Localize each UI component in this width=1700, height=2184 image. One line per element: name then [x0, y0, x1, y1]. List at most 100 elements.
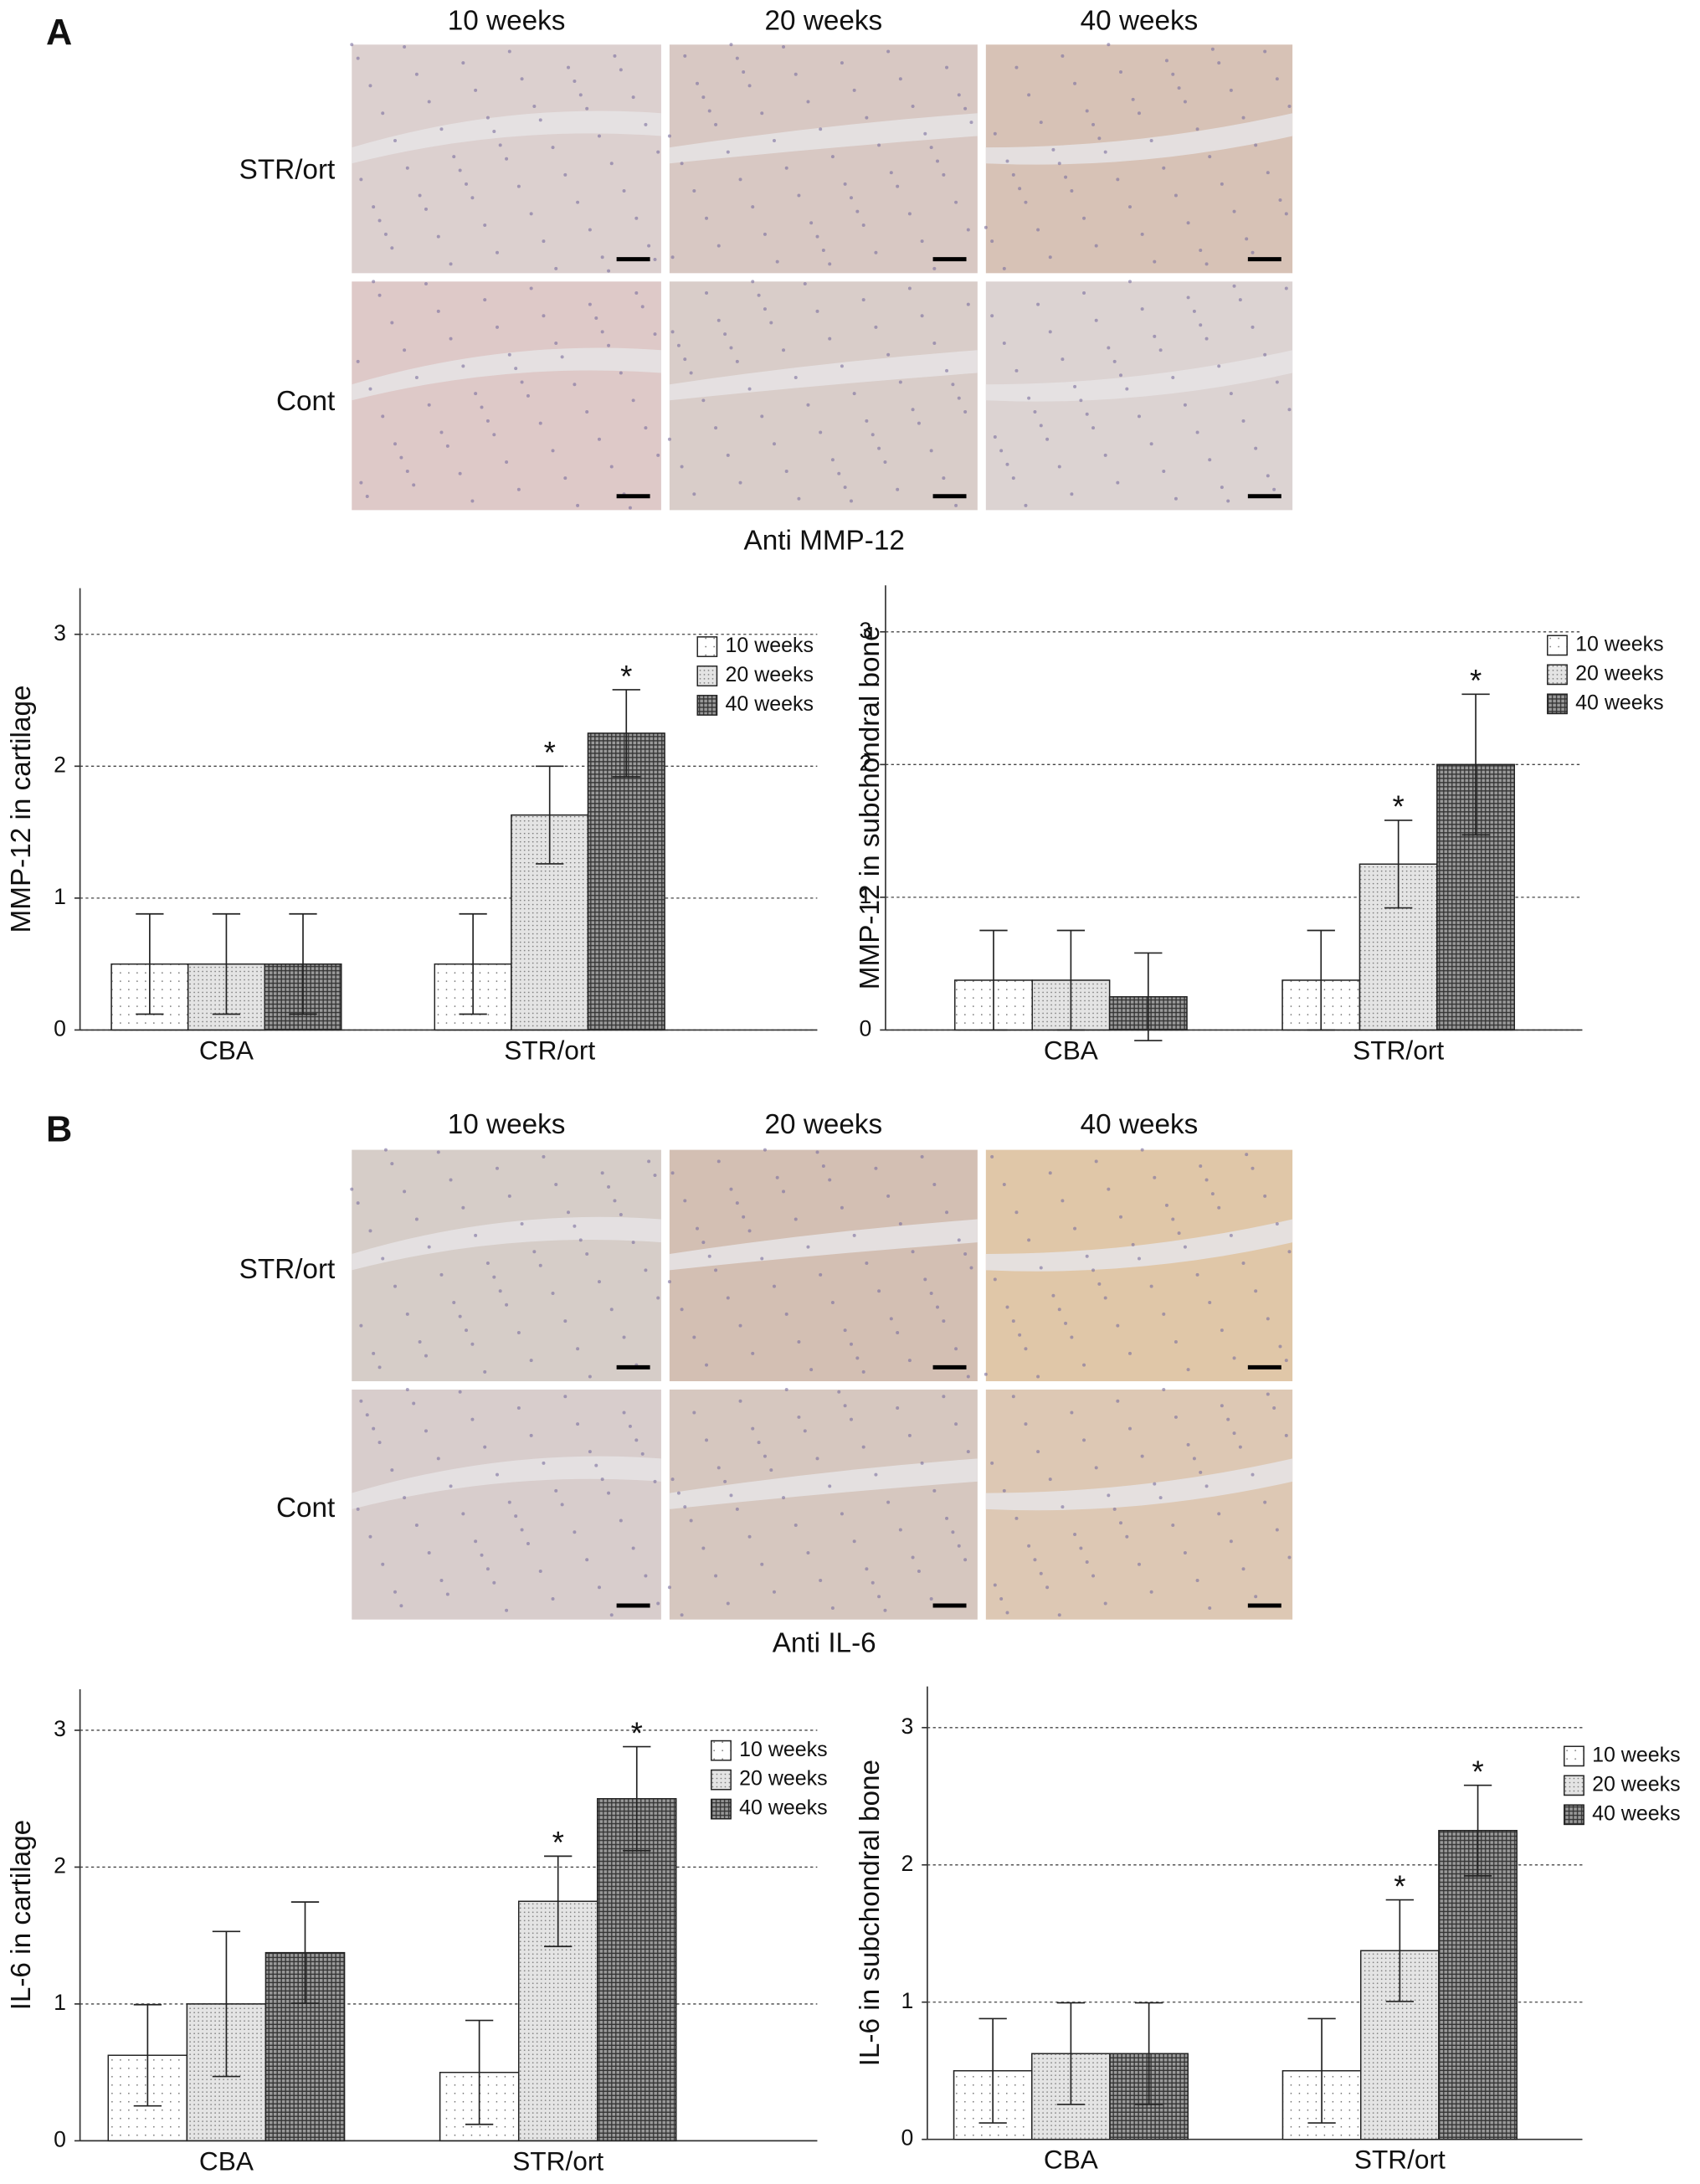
cell [619, 68, 623, 72]
significance-marker: * [1470, 664, 1482, 698]
cell [529, 1433, 533, 1437]
cell [714, 122, 718, 126]
cell [1116, 1323, 1120, 1328]
legend-swatch-pattern [696, 665, 718, 686]
cell [907, 1433, 912, 1437]
cell [1284, 1433, 1288, 1437]
joint-space [669, 1219, 978, 1271]
cell [929, 1596, 933, 1601]
y-tick-label: 0 [901, 2125, 913, 2151]
cell [692, 1411, 696, 1415]
cell [1275, 77, 1279, 81]
cell [597, 1280, 601, 1284]
cell [1036, 302, 1040, 306]
significance-marker: * [552, 1826, 564, 1860]
cell [830, 458, 835, 462]
cell [797, 1415, 801, 1419]
x-tick-label: STR/ort [504, 1035, 595, 1065]
joint-space [669, 1458, 978, 1509]
cell [576, 503, 580, 507]
cell [622, 1335, 626, 1339]
cell [993, 131, 997, 136]
row-label: Cont [276, 1493, 335, 1524]
cell [498, 1289, 502, 1293]
x-tick-label: STR/ort [512, 2145, 603, 2176]
cell [585, 1558, 589, 1562]
cell [1119, 1215, 1123, 1219]
error-bar [536, 765, 564, 865]
cell [871, 1580, 875, 1585]
cell [560, 355, 564, 359]
cell [701, 1546, 706, 1550]
cell [1048, 330, 1052, 334]
cell [1082, 1438, 1086, 1442]
cell [1199, 1470, 1203, 1474]
cell [683, 1505, 687, 1509]
cell [372, 280, 376, 284]
cell [1024, 1422, 1028, 1426]
cell [594, 1463, 598, 1467]
cell [1208, 155, 1212, 159]
cell [1103, 1296, 1107, 1300]
cell [516, 1330, 521, 1334]
cell [1094, 1466, 1098, 1470]
cell [803, 1429, 807, 1433]
legend-swatch-pattern [1564, 1745, 1584, 1767]
cell [1119, 1521, 1123, 1525]
cell [383, 232, 388, 236]
cell [597, 134, 601, 138]
cell [368, 387, 372, 391]
cell [405, 166, 409, 170]
cell [492, 433, 496, 437]
cell [692, 189, 696, 193]
y-tick-label: 3 [54, 1716, 66, 1741]
cell [683, 54, 687, 58]
cell [424, 1429, 428, 1433]
cell [1251, 1166, 1255, 1170]
legend-swatch-pattern [711, 1769, 732, 1791]
cell [1149, 1284, 1153, 1288]
cell [573, 383, 577, 387]
cell [600, 255, 604, 260]
cell [883, 460, 887, 465]
cell [692, 1335, 696, 1339]
cell [656, 150, 660, 154]
cell [1263, 352, 1267, 357]
joint-space [352, 1216, 661, 1271]
cell [1174, 1415, 1178, 1419]
cell [889, 1317, 893, 1321]
cell [993, 435, 997, 439]
cell [1048, 1171, 1052, 1175]
cell [680, 1308, 684, 1312]
cell [729, 346, 733, 350]
cell [600, 330, 604, 334]
cell [1192, 309, 1196, 313]
cell [644, 1268, 648, 1272]
cell [676, 1491, 681, 1495]
cell [886, 49, 891, 54]
cell [815, 1457, 819, 1461]
cell [747, 84, 752, 88]
cell [1238, 1445, 1242, 1449]
cell [898, 1528, 902, 1532]
cell [563, 172, 568, 177]
cell [1199, 249, 1203, 253]
significance-marker: * [620, 659, 632, 693]
cell [936, 1305, 940, 1309]
cell [871, 433, 875, 437]
cell [1284, 286, 1288, 290]
cell [849, 1342, 853, 1346]
cell [424, 207, 428, 211]
cell [877, 446, 881, 450]
cell [436, 1457, 440, 1461]
cell [705, 1363, 709, 1367]
cell [742, 1215, 746, 1219]
cell [969, 121, 973, 125]
cell [966, 1450, 970, 1454]
micrograph [669, 1149, 978, 1381]
error-bar [544, 1855, 573, 1948]
cell [855, 209, 860, 213]
cell [495, 250, 499, 254]
cell [1085, 412, 1089, 416]
cell [1070, 189, 1074, 193]
